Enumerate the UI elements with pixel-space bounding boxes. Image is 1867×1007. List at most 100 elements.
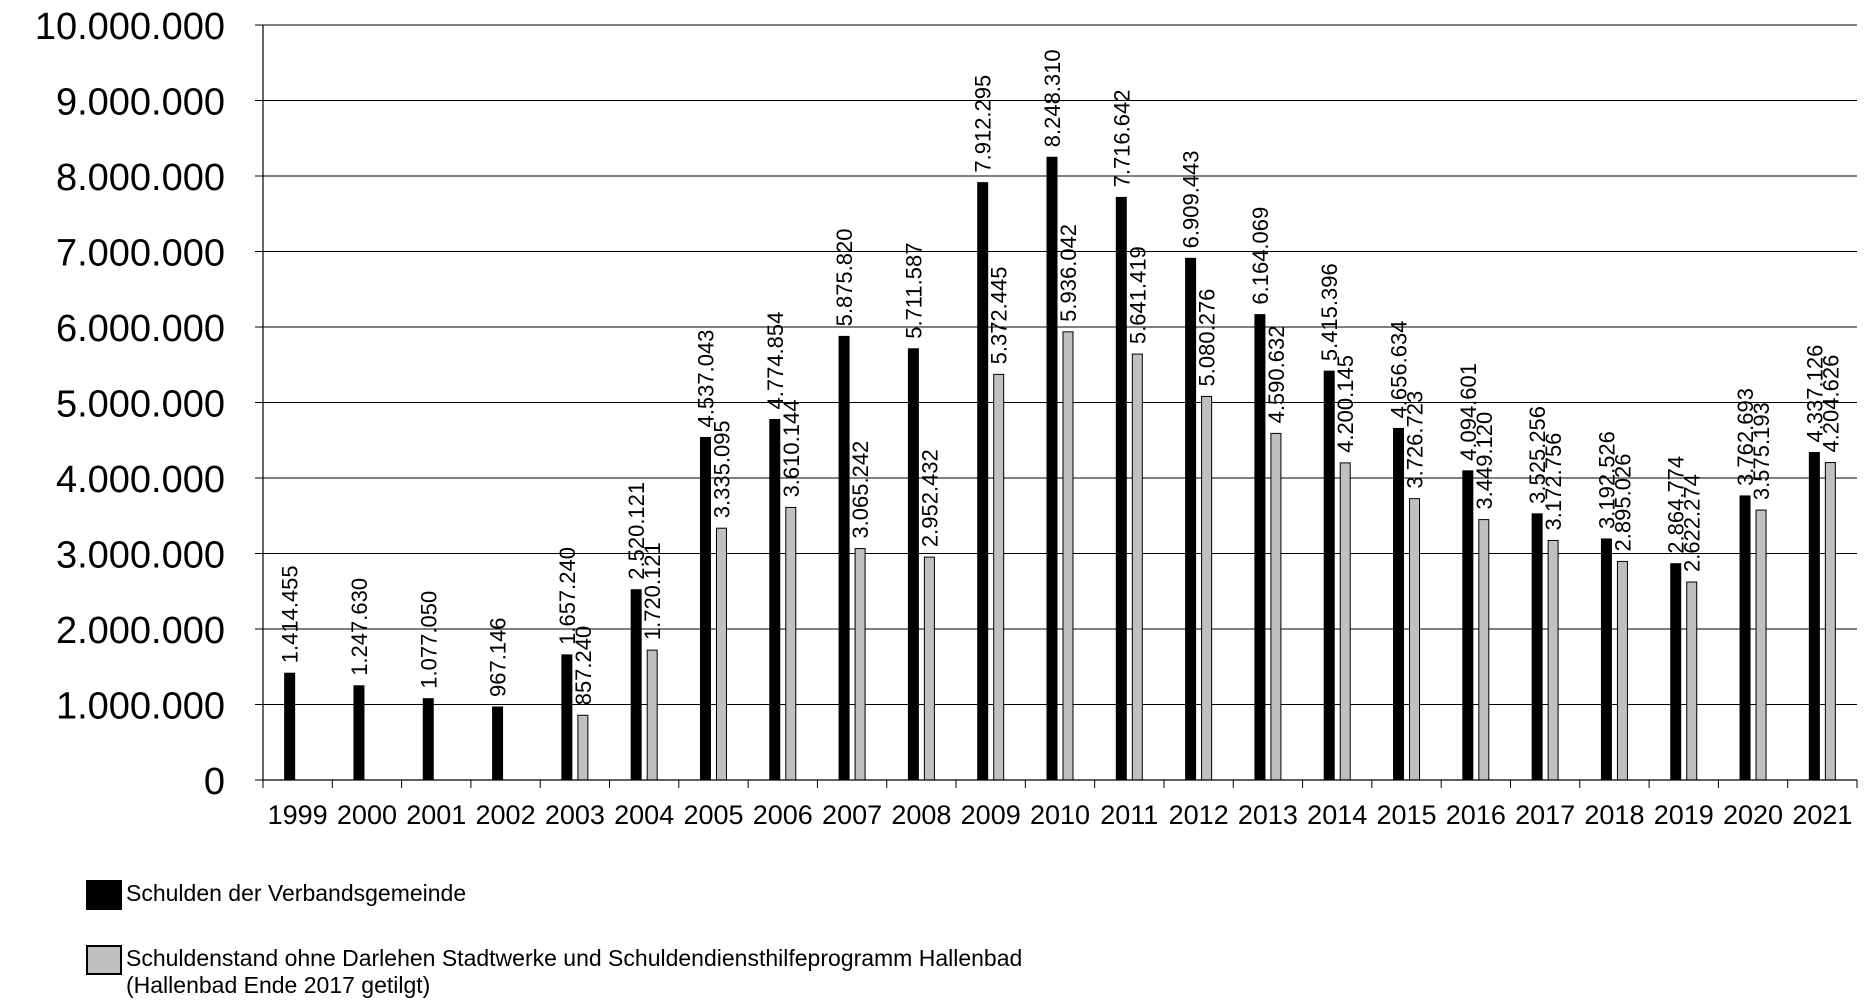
data-label: 2.952.432 [917,449,942,547]
bar-ohne-darlehen [854,548,866,781]
y-axis-ticks: 0 1.000.000 2.000.000 3.000.000 4.000.000 5.0… [35,6,225,803]
bar-schulden [422,698,434,781]
bar-schulden [1462,470,1474,781]
legend-entry-series-2: Schuldenstand ohne Darlehen Stadtwerke u… [86,945,1022,999]
x-tick-label: 2010 [1030,800,1090,830]
data-label: 7.716.642 [1109,90,1134,188]
bar-schulden [492,706,504,781]
bar-ohne-darlehen [1478,519,1490,781]
x-axis-ticks: 1999 2000 2001 2002 2003 2004 2005 2006 2007 2008… [268,800,1853,830]
bar-schulden [1808,452,1820,781]
data-label: 1.720.121 [640,542,665,640]
x-tick-label: 2002 [476,800,536,830]
bar-schulden [284,672,296,781]
data-label: 5.936.042 [1056,224,1081,322]
grid-lines [263,24,1857,705]
data-label: 4.094.601 [1456,363,1481,461]
x-tick-label: 2009 [961,800,1021,830]
data-label: 1.414.455 [278,565,303,663]
y-tick-label: 1.000.000 [56,686,225,728]
x-tick-label: 2008 [891,800,951,830]
y-tick-label: 8.000.000 [56,157,225,199]
data-label: 2.520.121 [624,482,649,580]
x-tick-label: 2017 [1515,800,1575,830]
data-label: 1.247.630 [347,578,372,676]
data-label: 4.204.626 [1818,355,1843,453]
data-label: 5.875.820 [832,229,857,327]
bar-ohne-darlehen [1270,432,1282,781]
y-tick-label: 10.000.000 [35,6,225,48]
data-label: 5.711.587 [901,243,926,339]
data-label: 3.726.723 [1403,391,1428,489]
y-tick-label: 0 [204,761,225,803]
legend-label: Schulden der Verbandsgemeinde [126,880,467,906]
data-label: 4.590.632 [1264,326,1289,424]
x-tick-label: 2013 [1238,800,1298,830]
data-label: 3.192.526 [1594,431,1619,529]
y-tick-label: 7.000.000 [56,233,225,275]
y-tick-label: 5.000.000 [56,384,225,426]
data-label: 4.656.634 [1387,321,1412,419]
data-labels: 1.414.455 1.247.630 1.077.050 967.146 1.657.… [278,49,1844,705]
x-tick-label: 1999 [268,800,328,830]
legend-entry-series-1: Schulden der Verbandsgemeinde [86,880,466,910]
x-tick-label: 2005 [683,800,743,830]
bar-schulden [838,335,850,781]
bar-ohne-darlehen [1755,509,1767,781]
x-tick-label: 2015 [1376,800,1436,830]
bar-ohne-darlehen [1547,539,1559,781]
x-tick-label: 2011 [1100,800,1158,830]
legend-swatch-black [86,880,122,910]
bar-ohne-darlehen [785,506,797,781]
y-tick-label: 9.000.000 [56,82,225,124]
axes [255,24,1858,788]
x-tick-label: 2007 [822,800,882,830]
x-tick-label: 2012 [1169,800,1229,830]
data-label: 4.537.043 [693,330,718,428]
data-label: 3.449.120 [1472,412,1497,510]
bar-ohne-darlehen [1409,498,1421,781]
x-tick-label: 2006 [753,800,813,830]
data-label: 4.337.126 [1802,345,1827,443]
bar-schulden [1600,538,1612,781]
legend-label-note: (Hallenbad Ende 2017 getilgt) [126,972,431,998]
x-tick-label: 2001 [406,800,466,830]
data-label: 3.172.756 [1541,433,1566,531]
bar-schulden [353,685,365,781]
data-label: 967.146 [486,617,511,697]
data-label: 5.372.445 [987,267,1012,365]
data-label: 2.864.774 [1664,456,1689,554]
data-label: 1.657.240 [555,547,580,645]
bar-ohne-darlehen [1201,395,1213,781]
y-tick-label: 4.000.000 [56,459,225,501]
x-tick-label: 2003 [545,800,605,830]
data-label: 6.164.069 [1248,207,1273,305]
data-label: 8.248.310 [1040,49,1065,147]
bar-ohne-darlehen [923,556,935,781]
x-tick-label: 2004 [614,800,674,830]
bar-schulden [907,348,919,781]
data-label: 3.525.256 [1525,406,1550,504]
bar-schulden [1670,563,1682,781]
data-label: 2.622.274 [1680,474,1705,572]
bar-ohne-darlehen [993,373,1005,781]
legend-label: Schuldenstand ohne Darlehen Stadtwerke u… [126,945,1023,971]
x-tick-label: 2014 [1307,800,1367,830]
legend-swatch-gray [86,945,122,975]
bar-ohne-darlehen [1616,560,1628,781]
data-label: 3.610.144 [779,400,804,498]
bar-schulden [1531,513,1543,781]
x-tick-label: 2020 [1723,800,1783,830]
x-tick-label: 2018 [1584,800,1644,830]
data-label: 4.774.854 [763,312,788,410]
data-label: 5.080.276 [1195,289,1220,387]
y-tick-label: 6.000.000 [56,308,225,350]
bar-ohne-darlehen [646,649,658,781]
data-label: 6.909.443 [1179,150,1204,248]
data-label: 5.641.419 [1125,246,1150,344]
bar-ohne-darlehen [577,714,589,781]
x-tick-label: 2019 [1654,800,1714,830]
y-tick-label: 2.000.000 [56,610,225,652]
bar-ohne-darlehen [1824,462,1836,781]
